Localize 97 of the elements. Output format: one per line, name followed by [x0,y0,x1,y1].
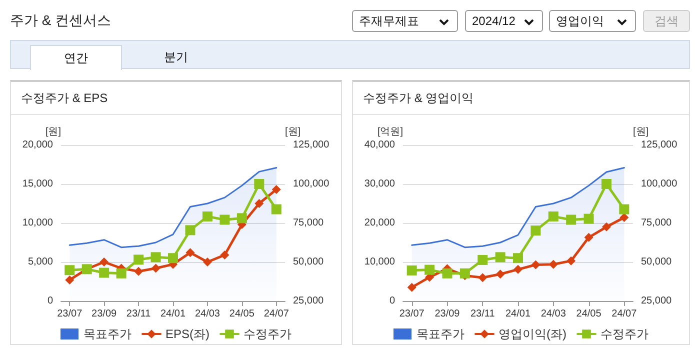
y2-tick-label: 100,000 [641,178,678,190]
legend-label: 목표주가 [84,327,132,341]
text: 주가 & 컨센서스 [10,12,112,30]
point [185,225,196,236]
y-tick-label: 20,000 [364,218,396,228]
point [478,273,488,282]
point [584,214,594,224]
point [584,232,594,242]
chart-title: 수정주가 & EPS [11,82,341,115]
y-axis-title: [원] [45,126,62,138]
point [548,260,558,269]
y2-tick-label: 125,000 [293,140,330,150]
point [566,256,576,266]
text: 검색 [643,10,690,32]
point [442,268,452,278]
y-tick-label: 30,000 [364,178,396,190]
y2-tick-label: 25,000 [293,296,324,306]
point [99,268,110,278]
y2-axis-title: [원] [633,126,649,138]
y2-tick-label: 75,000 [641,218,672,228]
x-tick-label: 24/05 [576,308,602,320]
point [220,214,230,225]
text: 분기 [163,49,189,66]
point [236,213,247,224]
y2-tick-label: 100,000 [293,178,330,190]
text: 2024/12 [465,10,543,32]
y-tick-label: 0 [47,296,54,306]
point [100,258,109,266]
point [620,213,629,222]
point [202,211,212,222]
y2-tick-label: 50,000 [641,256,672,268]
legend-label: 영업이익(좌) [498,327,567,341]
legend-label: 목표주가 [416,327,465,341]
point [168,253,178,264]
x-tick-label: 24/01 [505,308,531,320]
x-tick-label: 24/03 [540,308,566,320]
point [601,179,612,189]
x-tick-label: 23/11 [126,308,152,320]
x-tick-label: 24/07 [612,308,638,320]
point [272,184,281,194]
y-tick-label: 40,000 [364,140,396,150]
point [496,270,505,279]
point [220,250,230,260]
point [116,268,126,278]
point [514,264,522,274]
point [254,199,264,208]
point [202,258,212,266]
chart-title: 수정주가 & 영업이익 [353,82,689,115]
y-tick-label: 10,000 [364,256,396,268]
y2-tick-label: 25,000 [641,296,672,306]
point [566,214,576,225]
legend-label: 수정주가 [600,327,648,341]
y-tick-label: 0 [389,296,396,306]
point [254,179,264,189]
point [619,204,630,214]
y-tick-label: 20,000 [22,140,54,150]
point [64,265,75,276]
y-axis-title: [억원] [377,126,404,138]
text: 주재무제표 [352,10,458,32]
y-tick-label: 5,000 [28,256,54,268]
point [271,204,282,214]
x-tick-label: 23/11 [470,308,496,320]
x-tick-label: 23/07 [57,308,83,320]
x-tick-label: 23/07 [399,308,425,320]
legend-label: EPS(좌) [166,327,210,341]
point [186,248,195,258]
point [602,222,611,232]
point [495,252,506,262]
x-tick-label: 24/01 [160,308,186,320]
point [548,211,558,222]
y-tick-label: 10,000 [22,218,54,228]
y2-tick-label: 125,000 [641,140,678,150]
point [513,253,523,264]
point [407,282,416,292]
y-tick-label: 15,000 [22,178,54,190]
point [134,266,144,276]
y2-axis-title: [원] [285,126,301,138]
y2-tick-label: 50,000 [293,256,324,268]
point [406,265,417,276]
point [65,275,74,284]
x-tick-label: 24/07 [264,308,290,320]
point [150,252,161,262]
x-tick-label: 24/03 [194,308,220,320]
text: 영업이익 [549,10,636,32]
point [478,254,488,265]
y2-tick-label: 75,000 [293,218,324,228]
x-tick-label: 23/09 [434,308,460,320]
point [424,264,435,275]
point [460,268,470,278]
point [151,264,160,273]
point [531,260,540,270]
text: 연간 [30,45,122,70]
point [134,254,144,265]
x-tick-label: 23/09 [92,308,118,320]
point [530,225,541,236]
x-tick-label: 24/05 [229,308,255,320]
legend-label: 수정주가 [244,327,292,341]
